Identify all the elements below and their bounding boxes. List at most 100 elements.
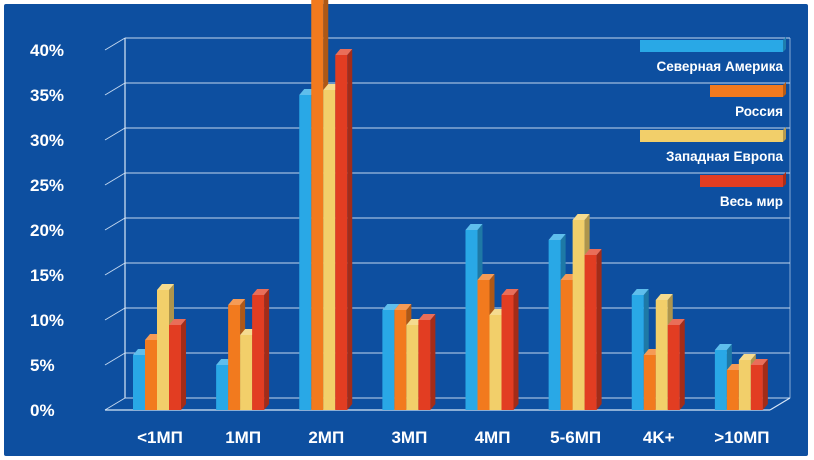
bar-top [548,234,566,240]
bar-front [311,0,324,410]
legend-swatch-side [783,37,786,52]
legend-swatch-front [640,40,783,52]
gridline-side [104,127,126,141]
bar-front [418,320,431,410]
bar-front [169,325,181,410]
bar-side [430,314,436,410]
bar-front [572,220,585,410]
bar-front [560,280,573,410]
y-tick-label: 30% [30,131,64,150]
legend-swatch-front [700,175,783,187]
bar-front [335,55,348,410]
bar-top [465,224,483,230]
bar [252,289,270,410]
x-tick-label: 5-6МП [550,428,601,447]
legend-swatch-front [710,85,783,97]
x-tick-label: >10МП [714,428,769,447]
legend: Северная Америка Россия Западная Европа Вес… [640,37,786,209]
bar-top [228,299,246,305]
y-tick-label: 40% [30,41,64,60]
y-tick-label: 15% [30,266,64,285]
bar-front [145,340,157,410]
bar-side [596,249,602,410]
x-tick-label: 3МП [391,428,427,447]
legend-label: Северная Америка [657,59,784,74]
x-tick-label: 2МП [308,428,344,447]
bar-top [572,214,590,220]
x-tick-label: <1МП [137,428,183,447]
gridline-side [104,217,126,231]
floor-right-edge [769,397,791,411]
bar-top [667,319,685,325]
x-tick-label: 1МП [225,428,261,447]
bar [335,49,353,410]
gridline-side [104,307,126,321]
bar-top [335,49,353,55]
bar-top [750,359,768,365]
bar-front [631,295,644,410]
legend-swatch-side [783,82,786,97]
bar-front [323,90,336,410]
legend-swatch [710,82,786,97]
bars-group [133,0,768,410]
bar-front [240,335,253,410]
bar [667,319,685,410]
bar-top [157,284,174,290]
bar [169,319,186,410]
bar-front [667,325,680,410]
bar-top [631,289,649,295]
bar-top [501,289,519,295]
bar-front [252,295,265,410]
bar [418,314,436,410]
bar-top [655,294,673,300]
legend-swatch-side [783,127,786,142]
bar-side [513,289,519,410]
bar-front [299,95,312,410]
bar-top [394,304,412,310]
bar-front [643,355,656,410]
y-tick-label: 20% [30,221,64,240]
bar-side [679,319,685,410]
legend-swatch-side [783,172,786,187]
bar-top [418,314,436,320]
gridline-side [104,172,126,186]
bar-top [738,354,756,360]
bar-top [252,289,270,295]
bar-front [477,280,490,410]
bar [501,289,519,410]
legend-label: Весь мир [720,194,783,209]
bar-front [750,365,763,410]
bar-front [465,230,478,410]
bar-front [501,295,514,410]
bar-side [264,289,270,410]
legend-label: Россия [735,104,783,119]
bar-front [394,310,407,410]
bar-top [169,319,186,325]
legend-swatch [640,127,786,142]
y-tick-label: 0% [30,401,55,420]
axes-group [104,37,791,411]
bar-front [655,300,668,410]
bar-front [584,255,597,410]
bar-top [382,304,400,310]
bar [750,359,768,410]
bar-front [714,350,727,410]
bar-front [406,325,419,410]
bar-top [477,274,495,280]
legend-swatch [640,37,786,52]
bar-side [762,359,768,410]
bar-front [157,290,169,410]
bar-front [726,370,739,410]
bar-front [216,365,229,410]
gridline-side [104,397,126,411]
x-tick-label: 4МП [475,428,511,447]
y-tick-label: 25% [30,176,64,195]
y-tick-label: 5% [30,356,55,375]
bar-front [228,305,241,410]
x-tick-label: 4K+ [643,428,675,447]
bar-front [738,360,751,410]
legend-swatch [700,172,786,187]
bar-side [181,319,186,410]
bar-top [714,344,732,350]
